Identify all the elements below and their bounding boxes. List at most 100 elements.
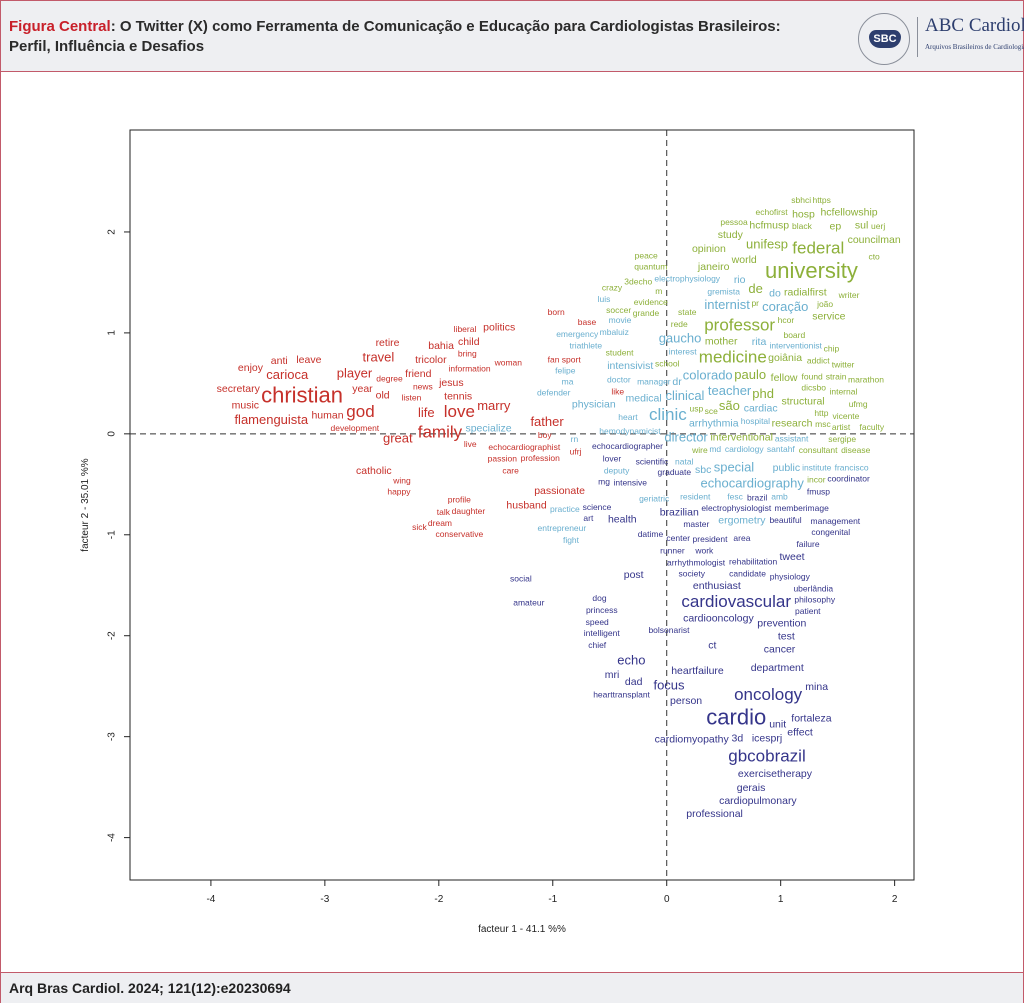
word-point: vicente bbox=[832, 411, 859, 421]
word-point: twitter bbox=[832, 360, 855, 370]
word-point: fellow bbox=[771, 372, 798, 384]
word-point: paulo bbox=[734, 367, 766, 382]
word-point: leave bbox=[296, 354, 321, 366]
word-point: prevention bbox=[757, 617, 806, 629]
word-point: student bbox=[606, 347, 635, 357]
word-point: university bbox=[765, 258, 858, 283]
sbc-seal-text: SBC bbox=[869, 30, 901, 48]
word-point: art bbox=[583, 513, 594, 523]
word-point: rehabilitation bbox=[729, 556, 777, 566]
word-point: de bbox=[748, 281, 762, 296]
word-point: fan sport bbox=[548, 354, 582, 364]
word-point: candidate bbox=[729, 568, 766, 578]
word-point: area bbox=[733, 533, 750, 543]
word-point: https bbox=[812, 195, 830, 205]
word-point: society bbox=[679, 568, 706, 578]
word-point: father bbox=[530, 414, 564, 429]
word-point: politics bbox=[483, 322, 515, 334]
word-point: liberal bbox=[454, 324, 477, 334]
word-point: live bbox=[464, 439, 477, 449]
word-point: rede bbox=[671, 319, 688, 329]
word-point: resident bbox=[680, 492, 711, 502]
word-point: cardiooncology bbox=[683, 612, 754, 624]
word-point: patient bbox=[795, 606, 821, 616]
word-point: mina bbox=[805, 681, 828, 693]
word-point: m bbox=[655, 286, 662, 296]
word-point: medical bbox=[626, 392, 662, 404]
word-point: social bbox=[510, 573, 532, 583]
figure-title: Figura Central: O Twitter (X) como Ferra… bbox=[9, 17, 809, 57]
word-point: year bbox=[352, 383, 373, 395]
axis-ticks: -4 -3 -2 -1 0 1 2 2 1 0 -1 -2 -3 -4 bbox=[107, 229, 898, 905]
word-point: councilman bbox=[848, 234, 901, 246]
word-point: mbaluiz bbox=[600, 327, 629, 337]
word-point: service bbox=[812, 311, 845, 323]
word-point: president bbox=[693, 534, 729, 544]
word-point: exercisetherapy bbox=[738, 768, 813, 780]
journal-subtitle: Arquivos Brasileiros de Cardiologia bbox=[925, 43, 1024, 51]
word-point: mri bbox=[605, 669, 620, 681]
word-point: sick bbox=[412, 522, 427, 532]
word-point: defender bbox=[537, 388, 571, 398]
word-point: tweet bbox=[780, 551, 805, 563]
word-point: hospital bbox=[741, 416, 770, 426]
word-point: disease bbox=[841, 445, 871, 455]
journal-name: ABC Cardiol bbox=[925, 15, 1024, 36]
word-point: director bbox=[664, 429, 708, 444]
journal-logo: SBC ABC Cardiol Arquivos Brasileiros de … bbox=[856, 9, 1024, 67]
word-point: old bbox=[376, 389, 390, 401]
word-point: radialfirst bbox=[784, 286, 827, 298]
word-point: artist bbox=[832, 422, 851, 432]
word-point: carioca bbox=[266, 367, 309, 382]
word-point: passionate bbox=[534, 485, 585, 497]
word-point: cardio bbox=[706, 704, 766, 729]
word-point: person bbox=[670, 695, 702, 707]
word-point: player bbox=[337, 366, 373, 381]
word-point: hemodynamicist bbox=[599, 426, 661, 436]
word-point: luis bbox=[598, 294, 611, 304]
word-point: ma bbox=[562, 377, 574, 387]
word-point: faculty bbox=[860, 422, 885, 432]
word-point: institute bbox=[802, 462, 832, 472]
word-point: são bbox=[719, 398, 740, 413]
word-point: peace bbox=[635, 250, 658, 260]
word-point: strain bbox=[826, 372, 847, 382]
word-point: doctor bbox=[607, 375, 631, 385]
word-point: intelligent bbox=[584, 628, 621, 638]
word-point: deputy bbox=[604, 465, 630, 475]
word-point: like bbox=[611, 387, 624, 397]
word-point: janeiro bbox=[697, 261, 730, 273]
word-point: dad bbox=[625, 676, 643, 688]
word-point: wing bbox=[392, 476, 411, 486]
word-point: happy bbox=[387, 487, 411, 497]
word-point: rita bbox=[752, 336, 767, 348]
y-tick-label: 0 bbox=[107, 431, 118, 437]
sbc-seal-icon: SBC bbox=[858, 13, 910, 65]
word-point: research bbox=[772, 418, 813, 430]
word-point: consultant bbox=[799, 445, 838, 455]
word-point: dog bbox=[592, 593, 606, 603]
word-point: opinion bbox=[692, 243, 726, 255]
word-point: gremista bbox=[707, 287, 740, 297]
word-point: assistant bbox=[775, 433, 809, 443]
word-point: cto bbox=[868, 251, 880, 261]
word-point: anti bbox=[271, 355, 288, 367]
word-labels: christian university cardio family god love cl… bbox=[217, 195, 901, 820]
word-point: santahf bbox=[767, 444, 796, 454]
word-point: fmusp bbox=[807, 487, 830, 497]
word-point: boy bbox=[538, 430, 552, 440]
word-point: board bbox=[783, 330, 805, 340]
y-tick-label: 1 bbox=[107, 330, 118, 336]
word-point: unit bbox=[769, 719, 786, 731]
word-point: cardiopulmonary bbox=[719, 795, 797, 807]
word-point: rio bbox=[734, 274, 746, 286]
word-point: electrophysiologist bbox=[701, 503, 772, 513]
word-point: professional bbox=[686, 808, 743, 820]
word-point: bring bbox=[458, 348, 477, 358]
word-point: fight bbox=[563, 535, 580, 545]
word-point: post bbox=[624, 569, 644, 581]
word-point: manager bbox=[637, 377, 671, 387]
word-point: echocardiographer bbox=[592, 441, 663, 451]
word-point: tricolor bbox=[415, 354, 447, 366]
footer: Arq Bras Cardiol. 2024; 121(12):e2023069… bbox=[1, 972, 1023, 1003]
